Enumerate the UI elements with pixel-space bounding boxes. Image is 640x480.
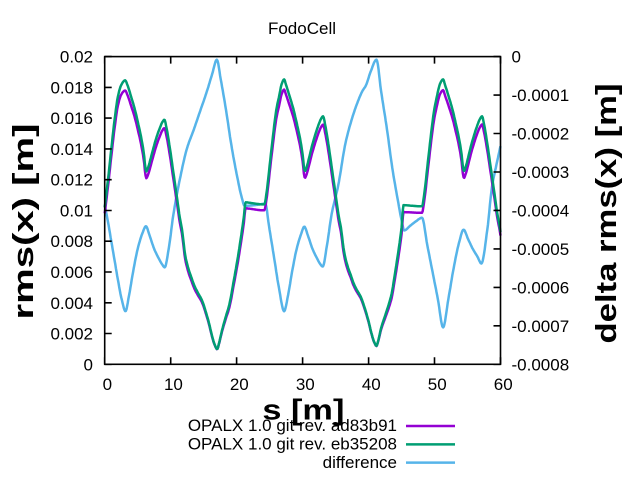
- svg-text:OPALX 1.0 git rev. ad83b91: OPALX 1.0 git rev. ad83b91: [188, 416, 397, 435]
- svg-text:-0.0008: -0.0008: [512, 355, 570, 374]
- svg-text:-0.0004: -0.0004: [512, 201, 570, 220]
- svg-text:0: 0: [103, 375, 112, 394]
- svg-text:-0.0003: -0.0003: [512, 163, 570, 182]
- svg-text:0.014: 0.014: [50, 140, 93, 159]
- svg-text:30: 30: [296, 375, 315, 394]
- svg-text:20: 20: [230, 375, 249, 394]
- svg-text:difference: difference: [323, 453, 397, 472]
- svg-text:50: 50: [428, 375, 447, 394]
- svg-text:delta rms(x) [m]: delta rms(x) [m]: [591, 84, 623, 344]
- svg-text:FodoCell: FodoCell: [268, 19, 336, 38]
- svg-text:60: 60: [494, 375, 513, 394]
- svg-text:0.016: 0.016: [50, 109, 93, 128]
- svg-text:0: 0: [84, 355, 93, 374]
- svg-text:-0.0005: -0.0005: [512, 240, 570, 259]
- svg-text:10: 10: [164, 375, 183, 394]
- svg-text:0.006: 0.006: [50, 263, 93, 282]
- svg-text:-0.0002: -0.0002: [512, 125, 570, 144]
- svg-text:40: 40: [362, 375, 381, 394]
- svg-text:0.02: 0.02: [60, 48, 93, 67]
- svg-text:-0.0007: -0.0007: [512, 317, 570, 336]
- svg-text:OPALX 1.0 git rev. eb35208: OPALX 1.0 git rev. eb35208: [188, 434, 397, 453]
- svg-text:0.008: 0.008: [50, 232, 93, 251]
- svg-text:0.012: 0.012: [50, 171, 93, 190]
- svg-text:rms(x) [m]: rms(x) [m]: [8, 124, 40, 320]
- svg-text:0.018: 0.018: [50, 78, 93, 97]
- svg-text:-0.0006: -0.0006: [512, 278, 570, 297]
- svg-text:-0.0001: -0.0001: [512, 86, 570, 105]
- svg-text:s [m]: s [m]: [262, 395, 344, 427]
- svg-text:0: 0: [512, 48, 521, 67]
- svg-text:0.002: 0.002: [50, 325, 93, 344]
- svg-text:0.01: 0.01: [60, 202, 93, 221]
- svg-text:0.004: 0.004: [50, 294, 93, 313]
